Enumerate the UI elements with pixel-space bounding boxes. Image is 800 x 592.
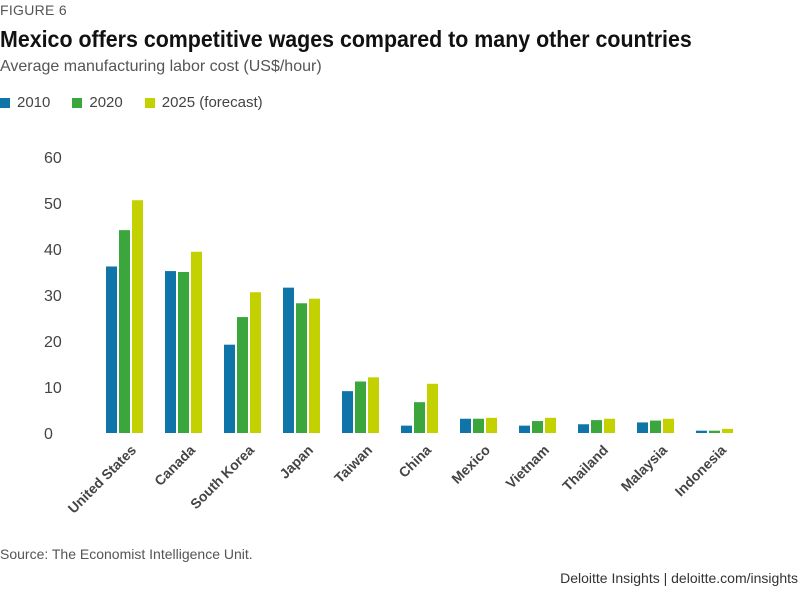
y-tick-label: 10: [44, 380, 62, 397]
chart-subtitle: Average manufacturing labor cost (US$/ho…: [0, 58, 322, 75]
bar-2025-canada: [191, 251, 202, 433]
legend-item-2025: 2025 (forecast): [144, 94, 263, 111]
bar-2010-indonesia: [696, 430, 707, 433]
legend-swatch-2025: [144, 97, 155, 108]
bar-2025-vietnam: [545, 417, 556, 433]
y-tick-label: 30: [44, 288, 62, 305]
bar-2010-canada: [165, 271, 176, 433]
legend-item-2010: 2010: [0, 94, 50, 111]
legend-swatch-2010: [0, 97, 10, 108]
bar-2020-taiwan: [355, 381, 366, 433]
bar-2020-indonesia: [709, 430, 720, 433]
bar-2025-malaysia: [663, 418, 674, 433]
bar-2010-japan: [283, 287, 294, 433]
y-tick-label: 50: [44, 196, 62, 213]
bar-2025-taiwan: [368, 377, 379, 433]
y-tick-label: 20: [44, 334, 62, 351]
bar-2020-china: [414, 402, 425, 433]
bar-2010-south-korea: [224, 344, 235, 433]
legend-item-2020: 2020: [72, 94, 123, 111]
x-tick-label: South Korea: [187, 442, 257, 512]
footer-credit: Deloitte Insights | deloitte.com/insight…: [560, 570, 798, 586]
bar-2025-indonesia: [722, 428, 733, 433]
bar-2010-thailand: [578, 424, 589, 433]
legend: 2010 2020 2025 (forecast): [0, 94, 263, 111]
bar-2025-mexico: [486, 417, 497, 433]
bar-2010-vietnam: [519, 425, 530, 433]
bar-2020-japan: [296, 303, 307, 433]
x-tick-label: Indonesia: [672, 442, 730, 500]
chart-title: Mexico offers competitive wages compared…: [0, 26, 692, 52]
bar-2020-thailand: [591, 420, 602, 433]
bar-2010-malaysia: [637, 422, 648, 433]
bar-2020-south-korea: [237, 317, 248, 433]
x-tick-label: Thailand: [559, 442, 611, 494]
bar-2020-vietnam: [532, 421, 543, 433]
y-tick-label: 40: [44, 242, 62, 259]
bar-2010-china: [401, 425, 412, 433]
legend-swatch-2020: [72, 97, 83, 108]
x-tick-label: Canada: [151, 442, 198, 489]
legend-label-2020: 2020: [89, 94, 123, 111]
bar-2020-united-states: [119, 230, 130, 433]
bar-2010-mexico: [460, 418, 471, 433]
y-tick-label: 0: [44, 426, 53, 443]
bar-2020-mexico: [473, 418, 484, 433]
x-tick-label: Vietnam: [502, 442, 552, 492]
bar-2010-united-states: [106, 266, 117, 433]
bar-2020-canada: [178, 272, 189, 433]
bar-2025-china: [427, 383, 438, 433]
x-tick-label: Mexico: [448, 442, 493, 487]
bar-2010-taiwan: [342, 391, 353, 433]
bar-2025-japan: [309, 298, 320, 433]
y-tick-label: 60: [44, 150, 62, 167]
bar-2025-thailand: [604, 418, 615, 433]
bar-2025-south-korea: [250, 292, 261, 433]
bar-2020-malaysia: [650, 420, 661, 433]
x-tick-label: Japan: [276, 442, 316, 482]
x-tick-label: China: [395, 442, 434, 481]
x-tick-label: United States: [65, 442, 140, 517]
x-tick-label: Malaysia: [618, 442, 671, 495]
legend-label-2025: 2025 (forecast): [161, 94, 263, 111]
x-tick-label: Taiwan: [331, 442, 375, 486]
figure-label: FIGURE 6: [0, 2, 67, 18]
bar-2025-united-states: [132, 200, 143, 433]
source-note: Source: The Economist Intelligence Unit.: [0, 546, 253, 562]
legend-label-2010: 2010: [17, 94, 51, 111]
